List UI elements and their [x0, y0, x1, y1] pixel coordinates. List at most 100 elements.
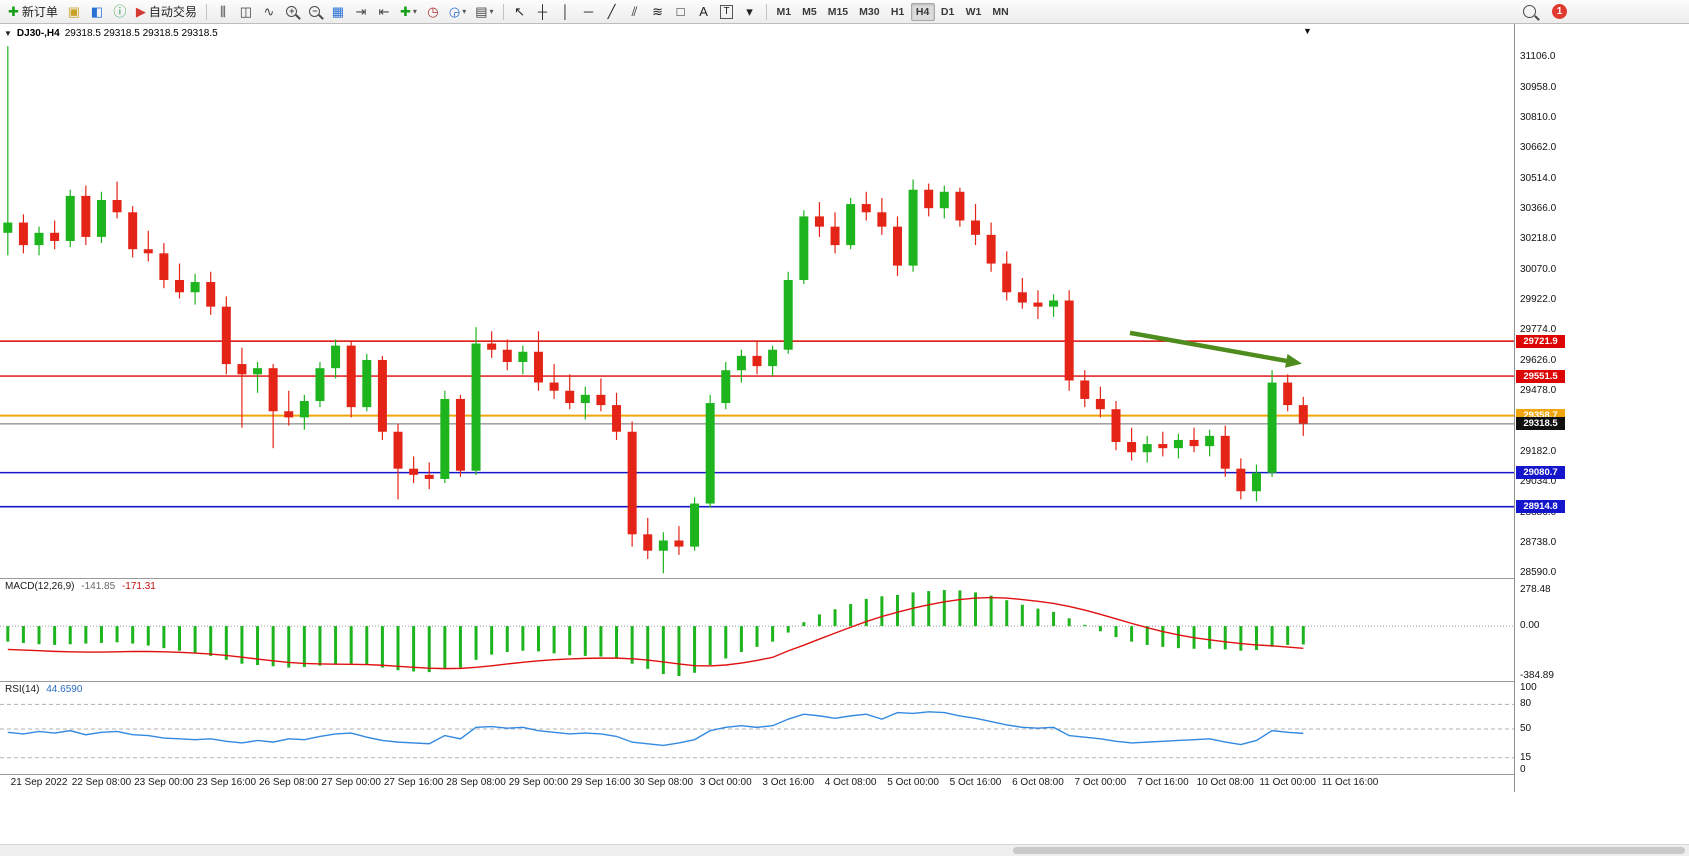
arrows-button[interactable]: ▾ — [739, 2, 761, 22]
time-axis-label: 7 Oct 16:00 — [1136, 777, 1189, 788]
macd-signal-value: -171.31 — [121, 581, 156, 592]
top-toolbar: ✚ 新订单 ▣ ◧ ⓘ ▶ 自动交易 ⫼ ◫ ∿ + − ▦ ⇥ ⇤ ✚ ▾ ◷ ◶ ▾ ▤ ▾ ↖ ┼ │ ─ ╱ ⫽ ≋ □ A T ▾ M1… — [0, 0, 1689, 24]
timeframe-m15-button[interactable]: M15 — [823, 3, 853, 21]
toolbar-separator — [205, 3, 207, 20]
time-axis-label: 5 Oct 16:00 — [949, 777, 1002, 788]
auto-scroll-button[interactable]: ⇥ — [350, 2, 372, 22]
new-order-button[interactable]: ✚ 新订单 — [4, 2, 62, 22]
macd-label: MACD(12,26,9) -141.85 -171.31 — [5, 581, 160, 592]
trend-arrow-head — [1285, 353, 1302, 368]
profiles-button[interactable]: ▣ — [63, 2, 85, 22]
shapes-button[interactable]: □ — [670, 2, 692, 22]
auto-scroll-icon: ⇥ — [355, 4, 367, 19]
profiles-icon: ▣ — [67, 4, 81, 19]
price-badge: 29080.7 — [1516, 466, 1565, 480]
time-axis-label: 6 Oct 08:00 — [1012, 777, 1064, 788]
timeframe-h1-button[interactable]: H1 — [886, 3, 910, 21]
new-chart-icon: ✚ — [399, 4, 411, 19]
chart-symbol-period: DJ30-,H4 — [16, 27, 60, 39]
market-hours-button[interactable]: ◶ ▾ — [445, 2, 470, 22]
timeframe-d1-button[interactable]: D1 — [936, 3, 960, 21]
macd-signal-line — [7, 596, 1304, 670]
price-axis-label: 28738.0 — [1520, 536, 1557, 548]
horizontal-scrollbar[interactable] — [0, 844, 1689, 856]
cursor-icon: ↖ — [514, 4, 525, 19]
bar-chart-icon: ⫼ — [219, 4, 226, 19]
time-axis-label: 5 Oct 00:00 — [887, 777, 939, 788]
line-chart-button[interactable]: ∿ — [258, 2, 280, 22]
chart-collapse-icon[interactable]: ▼ — [4, 28, 12, 38]
panel-separator[interactable] — [0, 681, 1689, 682]
price-axis-label: 30958.0 — [1520, 81, 1557, 93]
dropdown-caret-icon: ▾ — [489, 7, 494, 16]
time-axis-label: 23 Sep 16:00 — [196, 777, 257, 788]
timeframe-w1-button[interactable]: W1 — [961, 3, 987, 21]
search-button[interactable] — [1518, 2, 1540, 22]
timeframe-h4-button[interactable]: H4 — [910, 2, 935, 21]
new-order-icon: ✚ — [8, 4, 19, 19]
candles — [3, 46, 1308, 574]
price-chart-svg[interactable] — [0, 40, 1514, 578]
price-axis[interactable]: 31106.0 30958.0 30810.0 30662.0 30514.0 30366… — [1514, 24, 1689, 792]
time-axis-label: 27 Sep 00:00 — [321, 777, 381, 788]
candlestick-icon: ◫ — [239, 4, 253, 19]
vertical-line-icon: │ — [561, 4, 570, 19]
price-axis-label: 30070.0 — [1520, 263, 1557, 275]
new-chart-button[interactable]: ✚ ▾ — [396, 2, 421, 22]
fibonacci-icon: ≋ — [652, 4, 663, 19]
scrollbar-thumb[interactable] — [1013, 847, 1685, 854]
chart-title-bar: ▼ DJ30-,H4 29318.5 29318.5 29318.5 29318… — [4, 26, 218, 40]
algo-trading-button[interactable]: ▶ 自动交易 — [132, 2, 201, 22]
alarm-clock-icon: ◷ — [427, 4, 439, 19]
text-icon: A — [699, 4, 708, 19]
notification-badge[interactable]: 1 — [1552, 4, 1567, 19]
timeframe-m1-button[interactable]: M1 — [772, 3, 797, 21]
macd-svg[interactable] — [0, 579, 1514, 681]
chart-dropdown-icon[interactable]: ▼ — [1303, 26, 1312, 36]
time-axis[interactable]: 21 Sep 2022 22 Sep 08:00 23 Sep 00:00 23 Se… — [0, 774, 1514, 792]
indicator-axis-label: 50 — [1520, 723, 1532, 734]
market-watch-button[interactable]: ◧ — [86, 2, 108, 22]
timeframe-mn-button[interactable]: MN — [987, 3, 1013, 21]
toolbar-separator — [765, 3, 767, 20]
price-badge: 28914.8 — [1516, 500, 1565, 514]
time-axis-label: 29 Sep 16:00 — [571, 777, 631, 788]
zoom-in-icon: + — [286, 6, 298, 17]
trendline-icon: ╱ — [607, 4, 616, 19]
panel-separator[interactable] — [0, 578, 1689, 579]
vertical-line-button[interactable]: │ — [555, 2, 577, 22]
data-window-button[interactable]: ⓘ — [109, 2, 131, 22]
alerts-button[interactable]: ◷ — [422, 2, 444, 22]
chart-shift-button[interactable]: ⇤ — [373, 2, 395, 22]
tile-windows-button[interactable]: ▦ — [327, 2, 349, 22]
bar-chart-button[interactable]: ⫼ — [212, 2, 234, 22]
zoom-in-button[interactable]: + — [281, 2, 303, 22]
trend-arrow[interactable] — [1129, 330, 1291, 364]
horizontal-line-button[interactable]: ─ — [578, 2, 600, 22]
price-axis-label: 29774.0 — [1520, 324, 1557, 336]
time-axis-label: 30 Sep 08:00 — [633, 777, 694, 788]
chart-properties-button[interactable]: ▤ ▾ — [471, 2, 497, 22]
candlestick-button[interactable]: ◫ — [235, 2, 257, 22]
timeframe-m5-button[interactable]: M5 — [797, 3, 822, 21]
text-button[interactable]: A — [693, 2, 715, 22]
price-axis-label: 30662.0 — [1520, 142, 1557, 154]
zoom-out-button[interactable]: − — [304, 2, 326, 22]
timeframe-m30-button[interactable]: M30 — [854, 3, 884, 21]
chart-area: ▼ DJ30-,H4 29318.5 29318.5 29318.5 29318… — [0, 24, 1689, 856]
channel-button[interactable]: ⫽ — [624, 2, 646, 22]
price-axis-label: 30514.0 — [1520, 172, 1557, 184]
chart-shift-icon: ⇤ — [378, 4, 390, 19]
time-axis-label: 3 Oct 00:00 — [699, 777, 752, 788]
rsi-svg[interactable] — [0, 682, 1514, 774]
crosshair-button[interactable]: ┼ — [532, 2, 554, 22]
cursor-button[interactable]: ↖ — [509, 2, 531, 22]
algo-trading-icon: ▶ — [135, 4, 146, 19]
indicator-axis-label: 80 — [1520, 698, 1532, 710]
trendline-button[interactable]: ╱ — [601, 2, 623, 22]
fibonacci-button[interactable]: ≋ — [647, 2, 669, 22]
text-label-button[interactable]: T — [716, 2, 738, 22]
macd-name: MACD(12,26,9) — [5, 581, 75, 592]
time-axis-label: 7 Oct 00:00 — [1074, 777, 1127, 788]
tile-windows-icon: ▦ — [331, 4, 345, 19]
